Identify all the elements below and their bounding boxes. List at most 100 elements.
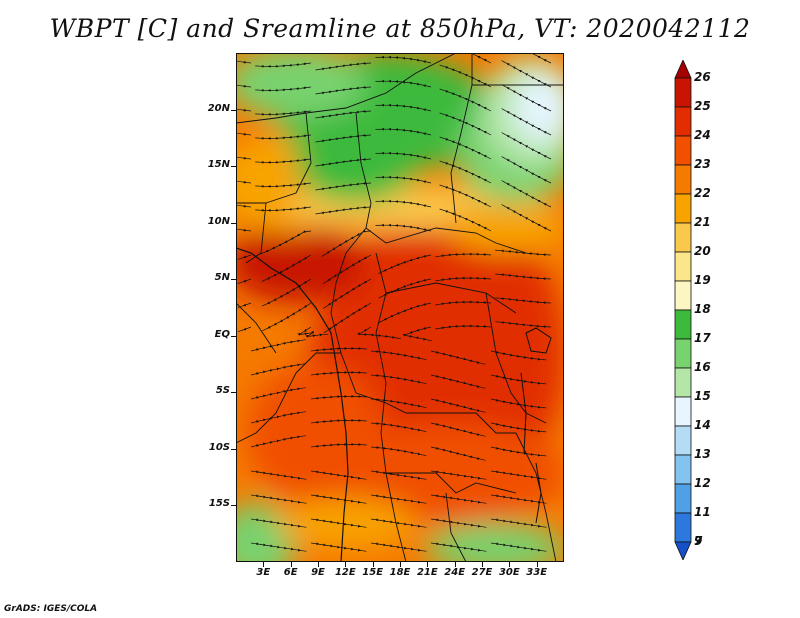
colorbar-swatch [674,309,692,340]
streamline [375,175,432,184]
streamline [370,350,427,361]
lat-tick-mark [231,392,236,394]
lon-tick-label: 24E [444,567,466,578]
streamline [430,470,487,480]
colorbar-level-label: 7 [694,534,703,548]
streamline [430,374,486,389]
streamline [237,180,252,184]
colorbar-level-label: 13 [694,447,711,461]
streamline [262,302,312,332]
streamline [237,302,252,308]
streamline [315,181,372,191]
streamline [439,160,492,184]
streamline [532,53,552,64]
streamline [315,109,372,119]
lon-tick-label: 21E [416,567,438,578]
streamline [402,326,432,342]
streamline [439,112,492,136]
lon-tick-mark [400,562,401,567]
streamline [310,470,367,480]
lon-tick-mark [454,562,456,567]
colorbar-level-label: 18 [694,302,711,316]
colorbar-level-label: 19 [694,273,711,287]
colorbar-swatch [674,193,692,224]
streamline [501,60,552,88]
streamline [237,84,252,88]
lat-tick-label: 20N [207,102,230,114]
streamline [490,446,547,457]
streamline [255,134,312,140]
streamline [501,108,552,136]
lat-tick-label: 5N [214,272,230,284]
streamline [315,205,372,215]
streamline [501,84,552,112]
lon-tick-label: 12E [334,567,356,578]
streamline [430,446,486,461]
streamline [501,132,552,160]
colorbar-level-label: 21 [694,215,711,229]
lat-tick-mark [231,448,236,450]
streamline [472,53,492,64]
colorbar-swatch [674,425,692,456]
lon-tick-label: 33E [526,567,548,578]
streamline [255,158,312,164]
streamline [250,411,306,424]
lon-tick-label: 27E [471,567,493,578]
lat-tick-label: 10N [207,215,230,227]
streamline [430,350,486,365]
streamline [255,62,312,68]
streamline [490,398,547,409]
streamline [315,61,372,71]
lat-tick-mark [231,279,236,281]
streamline [375,199,432,208]
colorbar-swatch [674,367,692,398]
streamline [495,297,552,305]
streamline [439,88,492,112]
streamline [430,422,486,437]
colorbar-level-label: 17 [694,331,711,345]
streamline [250,542,307,552]
lon-tick-label: 9E [311,567,325,578]
streamline [255,86,312,92]
colorbar-swatch [674,338,692,369]
colorbar-swatch [674,454,692,485]
streamline [255,110,312,116]
streamline [297,326,329,338]
colorbar-level-label: 16 [694,360,711,374]
streamline [370,374,427,385]
streamline [501,156,552,184]
colorbar-swatch [674,251,692,282]
streamline [435,276,492,282]
streamline [255,182,312,188]
streamline [250,518,307,528]
colorbar-level-label: 24 [694,128,711,142]
streamline [250,387,306,400]
colorbar-level-label: 25 [694,99,711,113]
streamline [315,85,372,95]
colorbar-level-label: 26 [694,70,711,84]
streamline [237,254,252,260]
streamline [237,278,252,284]
streamline [250,339,306,352]
streamline [375,79,432,88]
streamline [378,302,432,324]
lat-tick-label: 15N [207,159,230,171]
streamline [237,204,252,208]
map-panel [236,53,564,562]
wbpt-field-map [236,53,564,562]
streamline [490,374,547,385]
streamline [250,494,307,504]
colorbar-swatch [674,396,692,427]
lat-tick-mark [231,222,236,224]
colorbar-level-label: 12 [694,476,711,490]
colorbar-level-label: 22 [694,186,711,200]
streamline [310,370,367,376]
lon-tick-mark [509,562,511,567]
streamline [490,422,547,433]
streamline [439,136,492,160]
streamline [375,103,432,112]
streamline [495,249,552,257]
streamline [375,223,432,232]
lon-tick-mark [482,562,483,567]
streamline [430,494,487,504]
